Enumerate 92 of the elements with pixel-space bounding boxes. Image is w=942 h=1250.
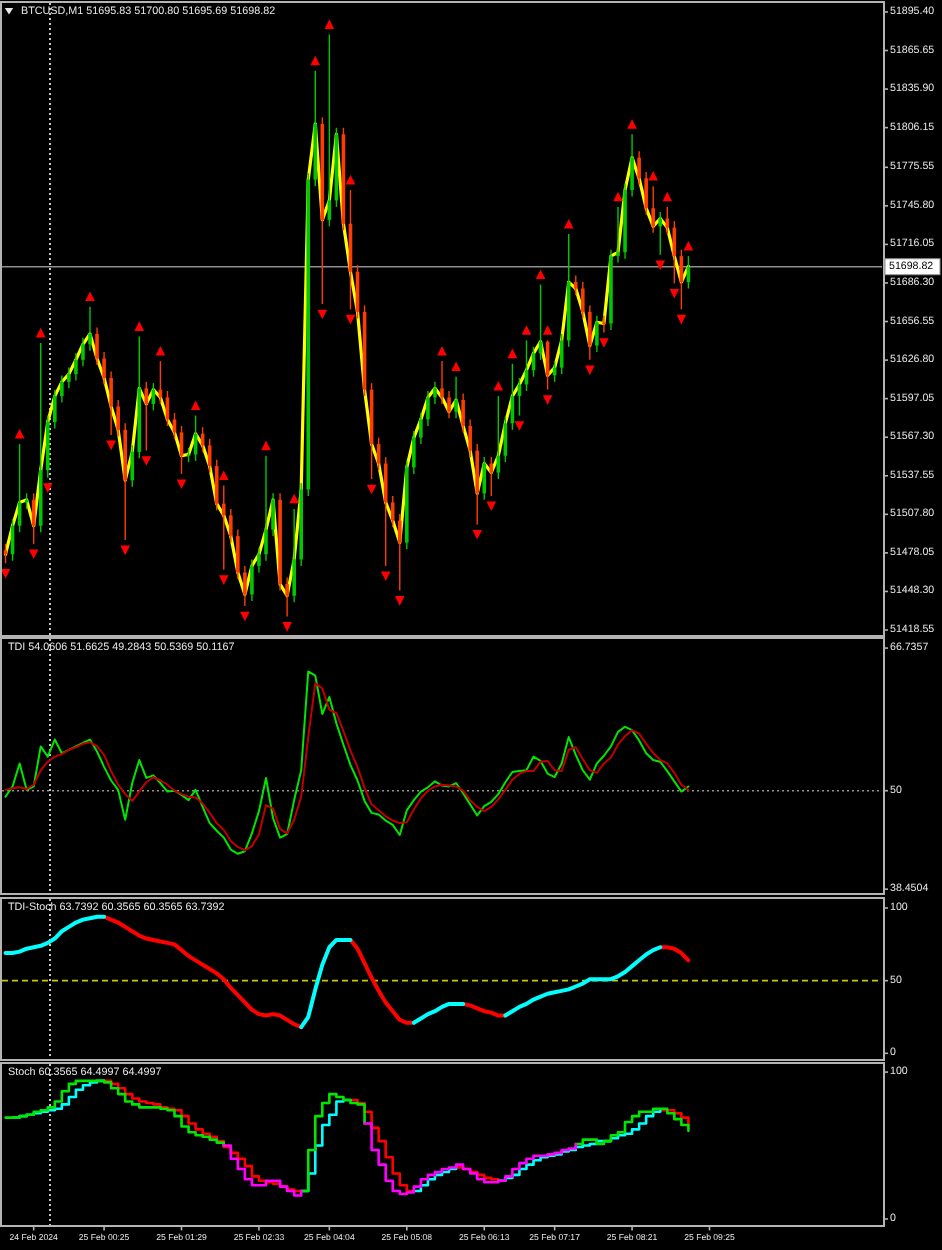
candlestick [440,360,444,405]
point [282,622,292,632]
candlestick [95,326,99,366]
candlestick [588,304,592,361]
point [542,325,553,335]
candlestick [221,484,226,571]
point [683,240,694,251]
candlestick [419,412,423,445]
candlestick [130,444,135,488]
candlestick [426,390,430,427]
point [451,361,461,372]
candlestick [285,576,289,618]
point [655,260,666,271]
point [676,314,687,325]
candlestick [243,565,247,607]
candlestick [102,351,106,386]
point [648,170,658,181]
candlestick [292,508,296,603]
point [486,501,497,512]
candlestick [637,150,641,186]
candlestick [74,352,78,382]
point [627,119,637,129]
candlestick [53,388,57,430]
candlestick [665,206,670,235]
candlestick [257,547,261,574]
point [85,291,95,302]
point [42,483,53,493]
candlestick [454,375,458,419]
point [599,338,609,348]
candlestick [229,508,233,544]
candlestick [390,495,395,528]
point [542,395,553,405]
candlestick [651,185,655,234]
candlestick [644,171,648,216]
point [324,19,335,29]
candlestick [468,418,472,458]
point [535,269,546,280]
point [514,421,525,431]
point [437,345,447,356]
candlestick [214,458,219,511]
point [190,400,201,410]
candlestick [236,528,240,580]
candlestick [250,558,254,602]
candlestick [630,133,634,198]
candlestick [109,370,113,436]
candlestick [581,281,585,320]
point [394,596,405,606]
point [2,568,11,579]
candlestick [595,315,599,353]
point [563,218,574,229]
candlestick [482,456,487,501]
point [310,55,321,66]
point [176,479,187,490]
candlestick [573,274,578,296]
point [380,571,391,582]
point [662,191,673,202]
point [493,380,504,391]
point [507,348,518,359]
point [317,309,328,320]
candlestick [67,366,71,390]
point [141,456,152,466]
candlestick [433,381,437,405]
candlestick [45,414,50,479]
candlestick [658,211,663,256]
point [120,545,130,556]
candlestick [81,337,85,368]
candlestick [397,513,402,592]
point [472,530,482,540]
point [218,575,229,585]
candlestick [88,305,92,352]
candlestick [412,430,416,475]
candlestick [461,392,465,434]
point [155,345,166,356]
point [289,493,299,504]
line-series [3,122,690,598]
candlestick [602,315,606,334]
point [134,321,145,331]
point [14,428,25,439]
candlestick [271,492,275,537]
point [585,365,595,375]
candlestick [489,456,494,497]
point [669,288,680,299]
candlestick [447,390,451,419]
candlestick [60,374,64,404]
point [218,470,229,480]
candlestick [264,455,268,562]
point [35,327,46,338]
candlestick [616,206,620,264]
candlestick [475,443,479,526]
point [28,549,39,560]
candlestick [116,399,120,437]
point [521,325,532,335]
